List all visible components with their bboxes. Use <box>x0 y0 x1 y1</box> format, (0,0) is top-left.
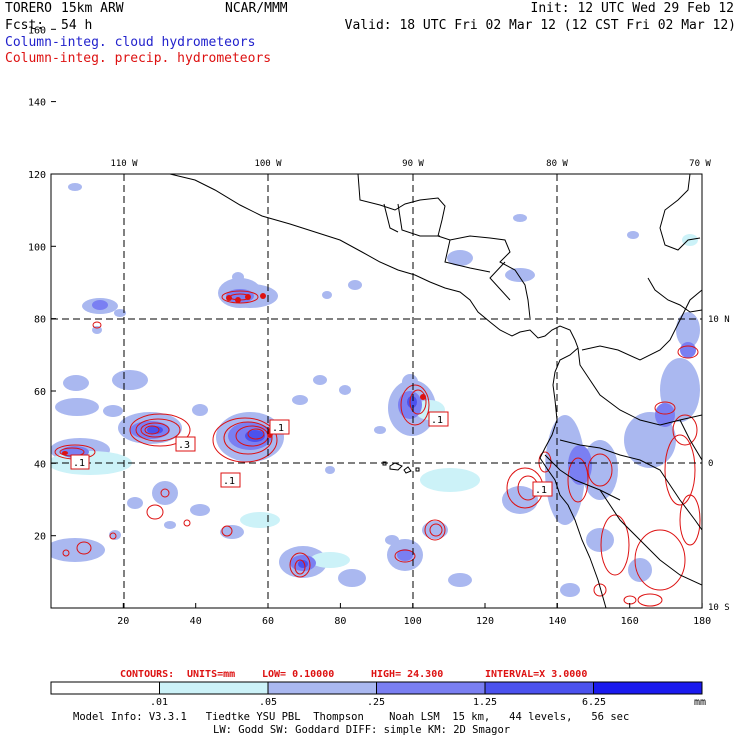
contour-label-boxes <box>70 411 553 497</box>
forecast-label: Fcst: <box>5 18 45 33</box>
valid-time: Valid: 18 UTC Fri 02 Mar 12 (12 CST Fri … <box>344 18 736 33</box>
axis-ticks <box>51 28 703 608</box>
lat-label: 0 <box>708 459 713 469</box>
org-label: NCAR/MMM <box>225 1 288 16</box>
colorbar-label: .01 <box>149 697 169 708</box>
precip-field-title: Column-integ. precip. hydrometeors <box>5 51 272 66</box>
lon-label: 90 W <box>402 159 424 169</box>
x-tick-label: 180 <box>693 616 711 627</box>
cloud-shading <box>51 183 700 597</box>
y-tick-label: 40 <box>34 459 46 470</box>
x-tick-label: 140 <box>548 616 566 627</box>
latlon-grid <box>51 174 702 608</box>
colorbar-label: .05 <box>258 697 278 708</box>
y-tick-label: 80 <box>34 315 46 326</box>
model-info: Model Info: V3.3.1 Tiedtke YSU PBL Thomp… <box>73 711 630 723</box>
colorbar-swatch <box>376 681 486 695</box>
model-resolution: 15km ARW <box>61 1 124 16</box>
x-tick-label: 40 <box>190 616 202 627</box>
model-name: TORERO <box>5 1 52 16</box>
contour-label: .1 <box>535 485 547 496</box>
colorbar-swatch <box>50 681 160 695</box>
colorbar-swatch <box>593 681 703 695</box>
physics-info: LW: Godd SW: Goddard DIFF: simple KM: 2D… <box>213 724 511 736</box>
lon-label: 70 W <box>689 159 711 169</box>
y-tick-label: 160 <box>28 25 46 36</box>
contour-label: .3 <box>178 440 190 451</box>
contour-high: HIGH= 24.300 <box>371 669 443 680</box>
x-tick-label: 160 <box>621 616 639 627</box>
contour-interval: INTERVAL=X 3.0000 <box>485 669 587 680</box>
colorbar-label: 6.25 <box>581 697 607 708</box>
contour-label: .1 <box>223 476 235 487</box>
colorbar-swatch <box>159 681 269 695</box>
contour-label: .1 <box>272 423 284 434</box>
cloud-field-title: Column-integ. cloud hydrometeors <box>5 35 256 50</box>
coastlines <box>169 174 702 608</box>
lon-label: 100 W <box>254 159 282 169</box>
contour-low: LOW= 0.10000 <box>262 669 334 680</box>
contour-units: UNITS=mm <box>187 669 235 680</box>
precip-contours <box>54 290 701 607</box>
y-tick-labels: 20406080100120140160180200220 <box>28 25 46 543</box>
y-tick-label: 120 <box>28 170 46 181</box>
colorbar <box>50 681 703 695</box>
lat-label: 10 N <box>708 315 730 325</box>
contour-label: .1 <box>73 458 85 469</box>
lon-label: 110 W <box>110 159 138 169</box>
x-tick-label: 120 <box>476 616 494 627</box>
x-tick-label: 20 <box>117 616 129 627</box>
y-tick-label: 100 <box>28 242 46 253</box>
y-tick-label: 20 <box>34 532 46 543</box>
x-tick-labels: 2040608010012014016018020022024026028030… <box>117 616 711 627</box>
forecast-hour: 54 h <box>61 18 93 33</box>
lat-label: 10 S <box>708 603 730 613</box>
x-tick-label: 100 <box>404 616 422 627</box>
y-tick-label: 140 <box>28 98 46 109</box>
colorbar-label: 1.25 <box>472 697 498 708</box>
init-time: Init: 12 UTC Wed 29 Feb 12 <box>530 1 735 16</box>
x-tick-label: 60 <box>262 616 274 627</box>
colorbar-label: .25 <box>366 697 386 708</box>
contour-label: .1 <box>431 415 443 426</box>
contour-info-label: CONTOURS: <box>120 669 174 680</box>
colorbar-swatch <box>484 681 594 695</box>
colorbar-swatch <box>267 681 377 695</box>
colorbar-units: mm <box>693 697 707 708</box>
y-tick-label: 60 <box>34 387 46 398</box>
x-tick-label: 80 <box>334 616 346 627</box>
lon-label: 80 W <box>546 159 568 169</box>
